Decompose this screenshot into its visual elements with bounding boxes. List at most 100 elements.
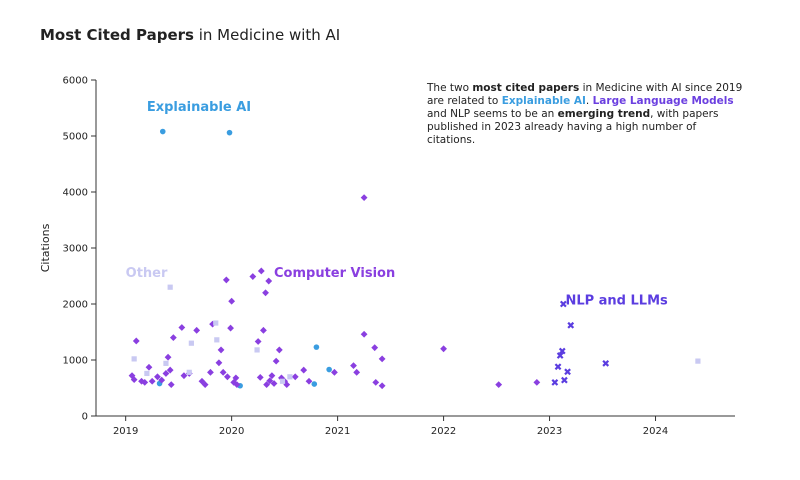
y-tick-label: 1000 — [63, 356, 88, 367]
point-nlp-llm — [558, 347, 566, 355]
point-nlp-llm — [564, 368, 571, 376]
y-tick-label: 4000 — [63, 188, 88, 199]
point-computer-vision — [378, 355, 386, 363]
annotation-text-3: . — [585, 95, 593, 107]
point-computer-vision — [128, 372, 136, 380]
point-computer-vision — [249, 273, 257, 280]
point-computer-vision — [353, 368, 361, 376]
annotation-text-2: in Medicine with AI since 2019 are relat… — [427, 82, 743, 107]
point-computer-vision — [145, 363, 153, 371]
point-computer-vision — [270, 380, 278, 387]
point-explainable-ai — [226, 129, 233, 136]
point-computer-vision — [283, 381, 291, 389]
point-other — [163, 360, 169, 366]
chart-title: Most Cited Papers in Medicine with AI — [40, 26, 340, 44]
point-computer-vision — [232, 374, 240, 382]
point-computer-vision — [222, 276, 230, 284]
point-computer-vision — [262, 289, 269, 297]
y-axis-label: Citations — [39, 223, 52, 272]
point-computer-vision — [291, 373, 299, 381]
point-computer-vision — [207, 368, 214, 376]
point-computer-vision — [265, 277, 273, 285]
point-computer-vision — [227, 324, 234, 332]
point-other — [254, 347, 260, 353]
point-other — [214, 337, 220, 343]
x-tick-label: 2020 — [219, 426, 244, 437]
point-other — [695, 358, 701, 364]
point-computer-vision — [162, 370, 170, 377]
x-tick-label: 2023 — [537, 426, 562, 437]
chart-title-bold: Most Cited Papers — [40, 26, 194, 44]
point-computer-vision — [180, 372, 188, 380]
point-nlp-llm — [559, 300, 567, 308]
annotation-bold-most-cited: most cited papers — [472, 82, 580, 94]
point-other — [167, 284, 173, 290]
point-other — [188, 340, 194, 346]
chart-title-rest: in Medicine with AI — [193, 26, 341, 44]
point-computer-vision — [217, 346, 225, 354]
cluster-label-explainable-ai: Explainable AI — [147, 100, 251, 115]
point-computer-vision — [275, 346, 283, 354]
point-nlp-llm — [551, 379, 559, 386]
x-tick-label: 2021 — [325, 426, 350, 437]
point-computer-vision — [233, 381, 241, 389]
point-explainable-ai — [313, 344, 320, 350]
point-computer-vision — [224, 373, 231, 381]
point-computer-vision — [169, 334, 177, 341]
point-computer-vision — [371, 344, 379, 352]
point-computer-vision — [360, 330, 368, 338]
point-other — [144, 370, 150, 377]
x-tick-label: 2024 — [643, 426, 668, 437]
y-tick-label: 2000 — [63, 300, 88, 311]
y-tick-label: 5000 — [63, 132, 88, 143]
point-computer-vision — [154, 373, 161, 381]
annotation-bold-emerging: emerging trend — [557, 108, 651, 120]
point-other — [186, 369, 192, 375]
point-other — [131, 356, 137, 362]
point-computer-vision — [193, 326, 201, 334]
y-tick-label: 0 — [82, 412, 88, 423]
point-computer-vision — [141, 379, 149, 386]
cluster-label-nlp-and-llms: NLP and LLMs — [565, 294, 668, 309]
chart-annotation: The two most cited papers in Medicine wi… — [427, 82, 747, 147]
point-computer-vision — [378, 382, 386, 390]
point-nlp-llm — [554, 363, 562, 371]
point-computer-vision — [300, 366, 308, 374]
point-computer-vision — [130, 376, 138, 383]
point-computer-vision — [360, 194, 368, 201]
point-computer-vision — [178, 324, 186, 331]
annotation-text-5: , with papers published in 2023 already … — [427, 108, 719, 146]
point-computer-vision — [263, 381, 271, 389]
point-computer-vision — [201, 381, 209, 389]
x-tick-label: 2019 — [113, 426, 138, 437]
point-computer-vision — [331, 368, 338, 376]
x-tick-label: 2022 — [431, 426, 456, 437]
point-computer-vision — [256, 373, 264, 381]
y-tick-label: 3000 — [63, 244, 88, 255]
point-computer-vision — [254, 338, 262, 345]
point-computer-vision — [148, 377, 156, 385]
point-nlp-llm — [602, 359, 610, 367]
annotation-text-1: The two — [427, 82, 473, 94]
cluster-label-computer-vision: Computer Vision — [274, 266, 395, 281]
point-computer-vision — [260, 326, 267, 334]
point-computer-vision — [266, 377, 274, 385]
point-nlp-llm — [561, 376, 568, 384]
point-other — [279, 378, 286, 384]
point-computer-vision — [372, 379, 380, 386]
point-other — [287, 374, 293, 380]
point-computer-vision — [440, 345, 447, 353]
point-computer-vision — [164, 353, 172, 361]
point-computer-vision — [305, 377, 313, 385]
point-computer-vision — [533, 379, 541, 386]
point-explainable-ai — [326, 366, 332, 373]
point-computer-vision — [350, 362, 357, 369]
annotation-llm: Large Language Models — [592, 95, 734, 107]
point-computer-vision — [158, 376, 166, 384]
point-computer-vision — [257, 267, 265, 275]
point-computer-vision — [272, 357, 280, 365]
point-explainable-ai — [311, 381, 318, 387]
point-computer-vision — [219, 368, 227, 376]
point-computer-vision — [228, 297, 236, 305]
